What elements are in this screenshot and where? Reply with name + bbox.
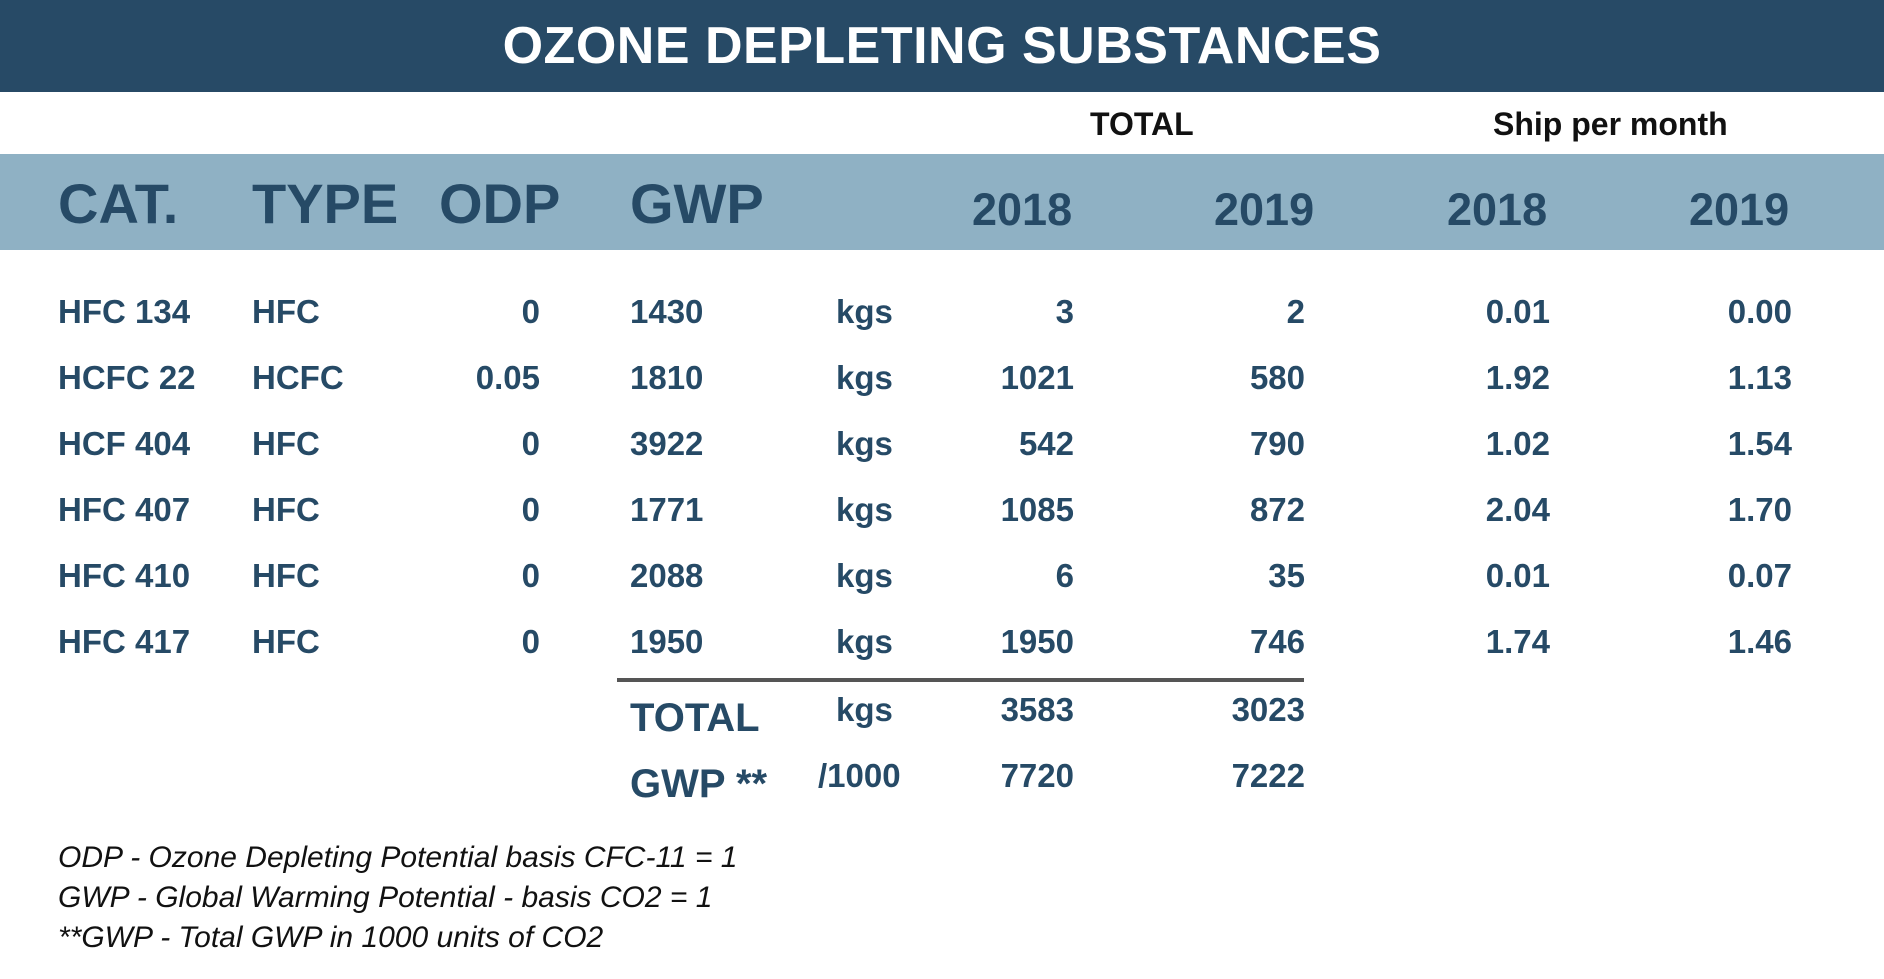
cell-type: HFC xyxy=(252,623,320,660)
cell-gwp: 1810 xyxy=(630,359,704,396)
cell-type: HFC xyxy=(252,425,320,462)
cell-unit: kgs xyxy=(836,293,893,330)
total-2019: 3023 xyxy=(1231,691,1305,728)
total-label: TOTAL xyxy=(630,696,760,740)
cell-total-2019: 35 xyxy=(1268,557,1305,594)
total-label: GWP ** xyxy=(630,762,768,806)
cell-total-2018: 3 xyxy=(1055,293,1074,330)
cell-total-2019: 746 xyxy=(1249,623,1305,660)
cell-odp: 0 xyxy=(521,425,540,462)
cell-total-2018: 1085 xyxy=(1000,491,1074,528)
page-title: OZONE DEPLETING SUBSTANCES xyxy=(0,0,1884,92)
total-2019: 7222 xyxy=(1231,757,1305,794)
cell-gwp: 3922 xyxy=(630,425,704,462)
cell-cat: HFC 417 xyxy=(58,623,191,660)
cell-ship-2018: 0.01 xyxy=(1485,293,1550,330)
cell-unit: kgs xyxy=(836,557,893,594)
footnote: ODP - Ozone Depleting Potential basis CF… xyxy=(58,841,738,874)
cell-ship-2019: 1.54 xyxy=(1727,425,1792,462)
total-unit: kgs xyxy=(836,691,893,728)
cell-cat: HFC 410 xyxy=(58,557,191,594)
cell-cat: HCF 404 xyxy=(58,425,191,462)
header-ship-2018: 2018 xyxy=(1447,184,1548,235)
cell-ship-2018: 1.92 xyxy=(1485,359,1550,396)
cell-unit: kgs xyxy=(836,425,893,462)
cell-type: HFC xyxy=(252,491,320,528)
header-odp: ODP xyxy=(439,172,561,235)
cell-total-2019: 580 xyxy=(1249,359,1305,396)
footnote: GWP - Global Warming Potential - basis C… xyxy=(58,881,713,914)
cell-odp: 0.05 xyxy=(475,359,540,396)
cell-odp: 0 xyxy=(521,293,540,330)
cell-total-2018: 6 xyxy=(1055,557,1074,594)
group-header-ship-per-month: Ship per month xyxy=(1493,106,1728,142)
cell-ship-2019: 1.70 xyxy=(1727,491,1792,528)
total-2018: 3583 xyxy=(1000,691,1074,728)
cell-cat: HFC 134 xyxy=(58,293,191,330)
cell-total-2019: 790 xyxy=(1249,425,1305,462)
cell-odp: 0 xyxy=(521,491,540,528)
cell-cat: HCFC 22 xyxy=(58,359,196,396)
total-2018: 7720 xyxy=(1000,757,1074,794)
cell-ship-2018: 0.01 xyxy=(1485,557,1550,594)
cell-total-2019: 872 xyxy=(1249,491,1305,528)
column-header-bar xyxy=(0,154,1884,250)
cell-total-2018: 1021 xyxy=(1000,359,1074,396)
cell-ship-2018: 1.74 xyxy=(1485,623,1550,660)
cell-total-2018: 542 xyxy=(1018,425,1074,462)
cell-type: HFC xyxy=(252,293,320,330)
cell-odp: 0 xyxy=(521,557,540,594)
cell-ship-2018: 2.04 xyxy=(1485,491,1550,528)
cell-total-2019: 2 xyxy=(1286,293,1305,330)
cell-cat: HFC 407 xyxy=(58,491,191,528)
cell-unit: kgs xyxy=(836,623,893,660)
footnotes: ODP - Ozone Depleting Potential basis CF… xyxy=(58,838,737,958)
cell-ship-2019: 0.07 xyxy=(1727,557,1792,594)
total-unit: /1000 xyxy=(818,757,901,794)
total-divider xyxy=(617,678,1304,682)
cell-gwp: 1771 xyxy=(630,491,704,528)
cell-unit: kgs xyxy=(836,491,893,528)
cell-ship-2019: 1.46 xyxy=(1727,623,1792,660)
cell-gwp: 2088 xyxy=(630,557,704,594)
cell-ship-2019: 0.00 xyxy=(1727,293,1792,330)
header-ship-2019: 2019 xyxy=(1689,184,1790,235)
cell-type: HFC xyxy=(252,557,320,594)
cell-type: HCFC xyxy=(252,359,344,396)
header-total-2018: 2018 xyxy=(972,184,1073,235)
cell-unit: kgs xyxy=(836,359,893,396)
cell-odp: 0 xyxy=(521,623,540,660)
cell-ship-2019: 1.13 xyxy=(1727,359,1792,396)
header-total-2019: 2019 xyxy=(1214,184,1315,235)
cell-gwp: 1950 xyxy=(630,623,704,660)
cell-total-2018: 1950 xyxy=(1000,623,1074,660)
header-type: TYPE xyxy=(252,172,399,235)
cell-gwp: 1430 xyxy=(630,293,704,330)
group-header-total: TOTAL xyxy=(1090,106,1194,142)
footnote: **GWP - Total GWP in 1000 units of CO2 xyxy=(58,921,604,954)
header-cat: CAT. xyxy=(58,172,179,235)
cell-ship-2018: 1.02 xyxy=(1485,425,1550,462)
header-gwp: GWP xyxy=(630,172,764,235)
